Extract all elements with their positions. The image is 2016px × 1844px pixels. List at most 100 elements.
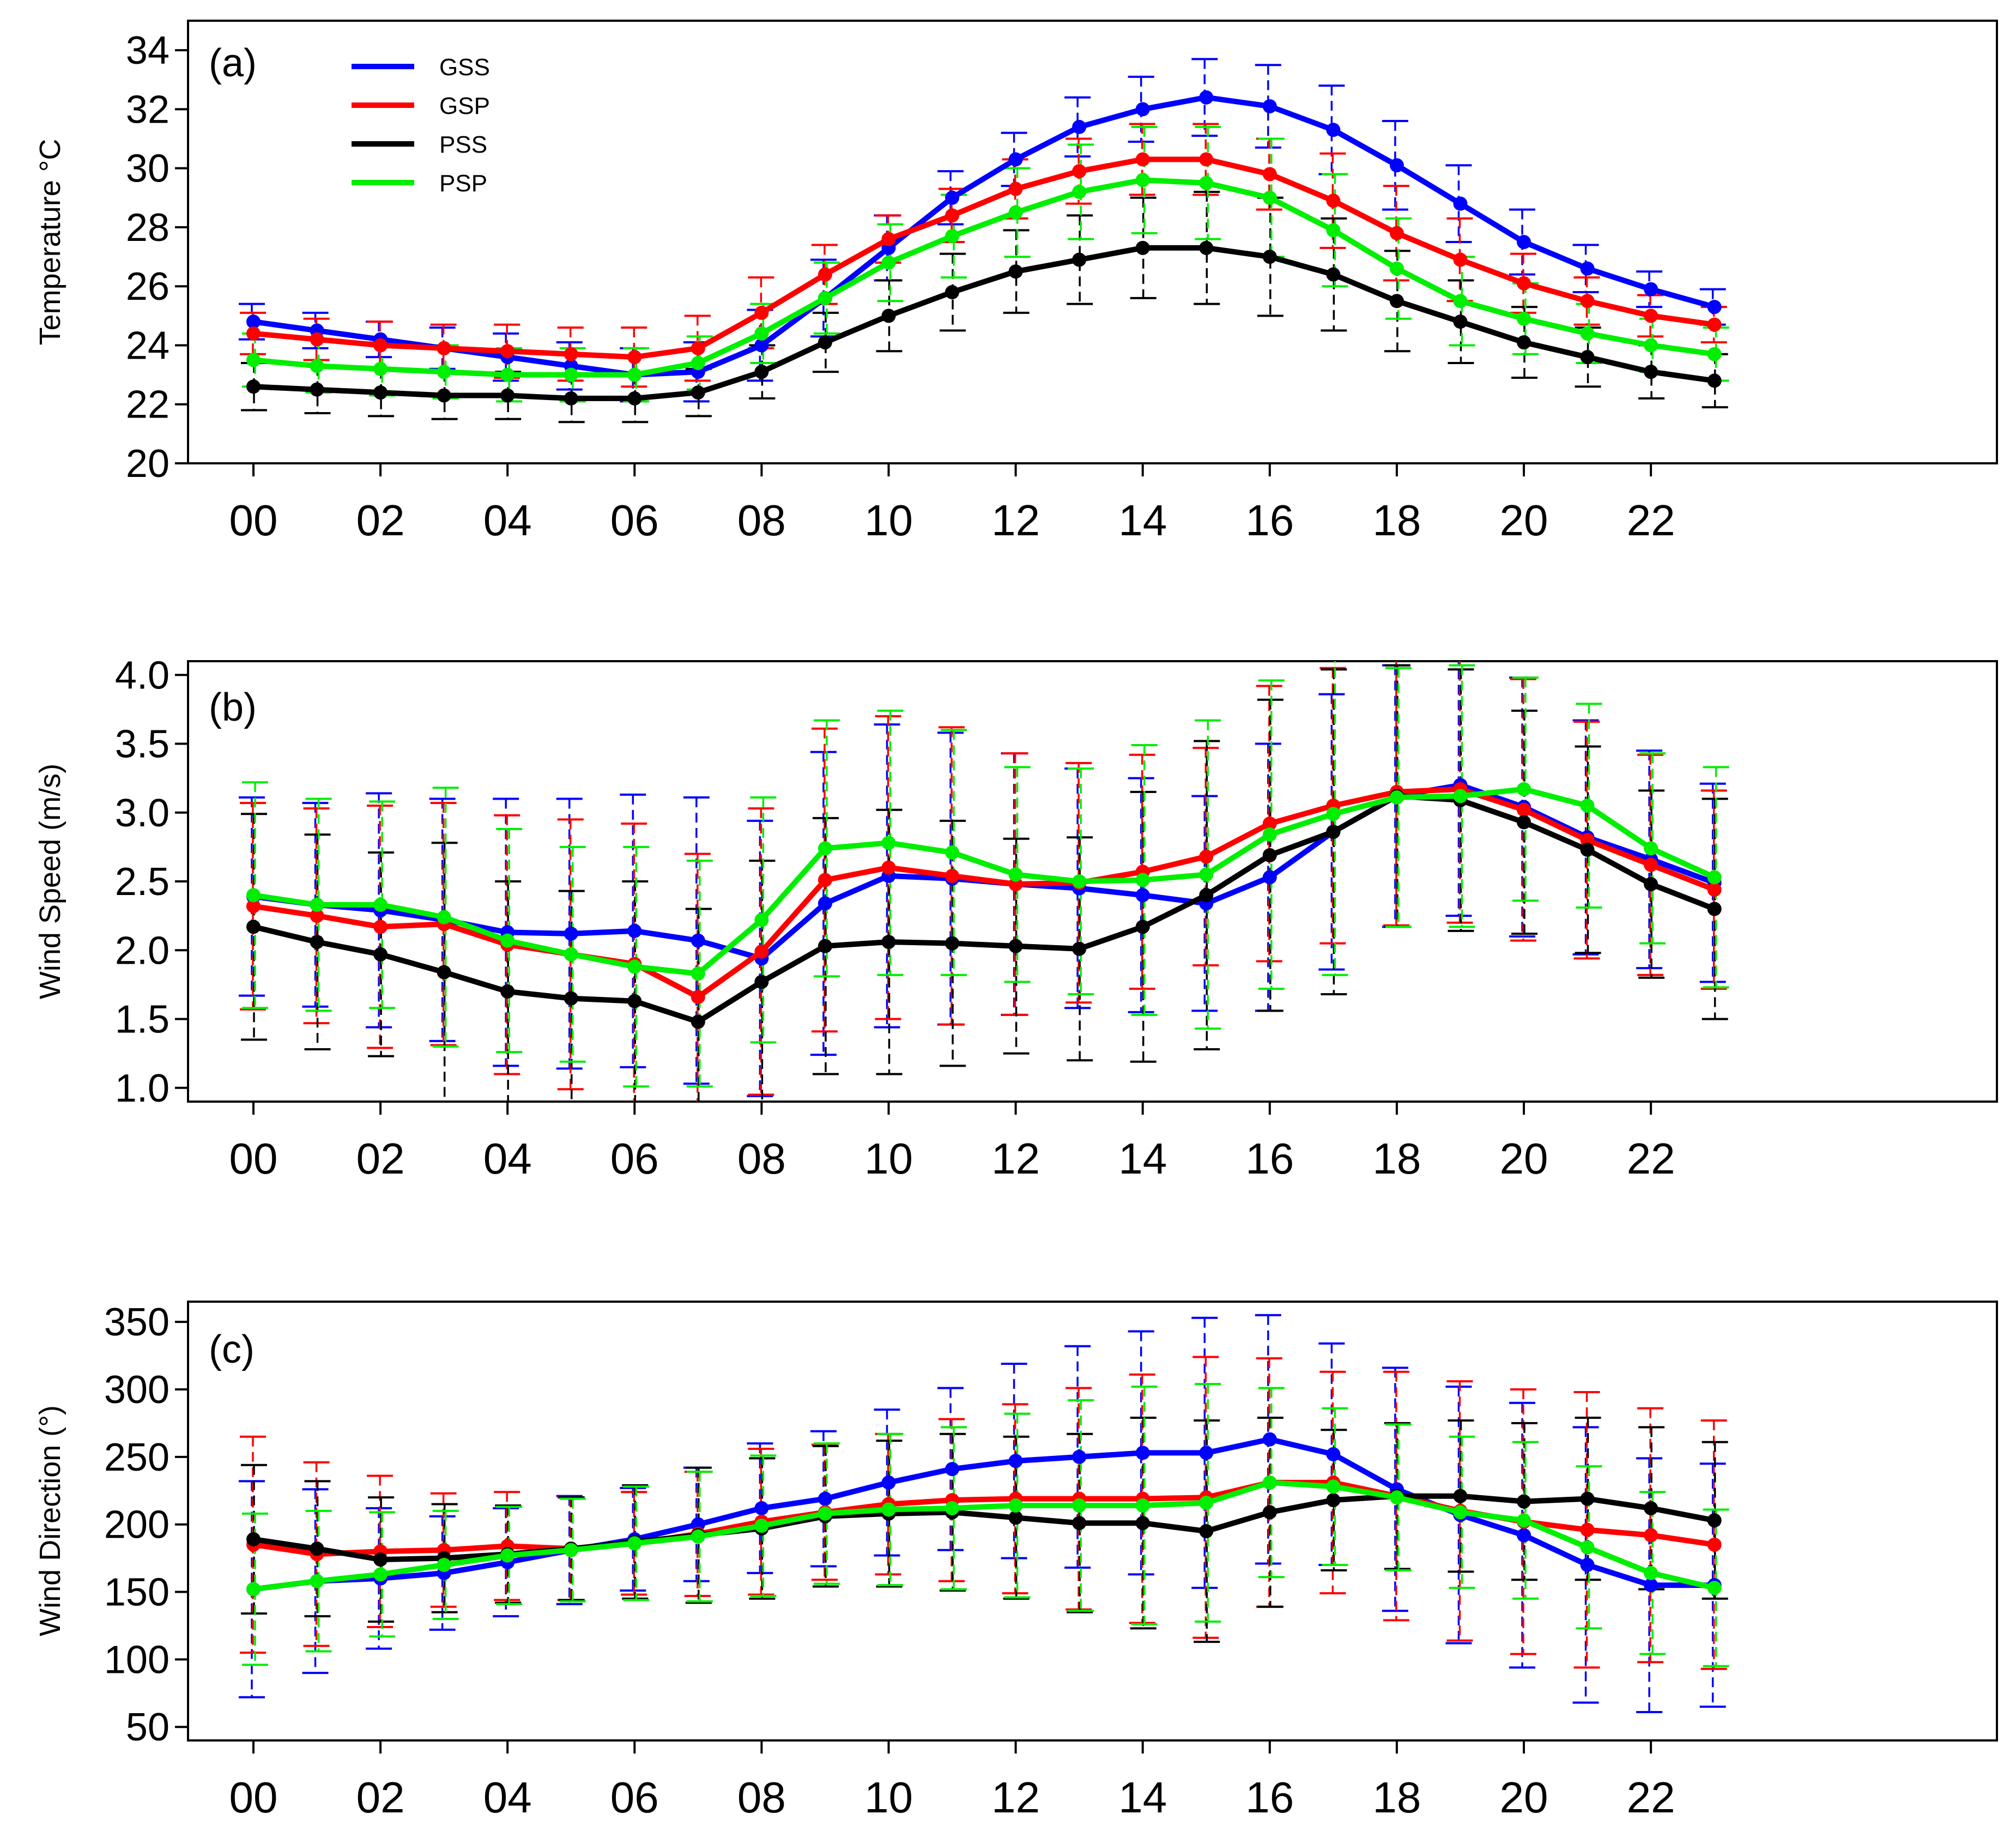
x-tick-label: 18 bbox=[1372, 1134, 1421, 1183]
x-tick-label: 00 bbox=[229, 496, 278, 545]
data-point bbox=[1517, 311, 1531, 326]
data-point bbox=[1453, 1505, 1468, 1520]
data-point bbox=[373, 897, 388, 912]
data-point bbox=[310, 382, 324, 397]
data-point bbox=[1135, 920, 1150, 934]
data-point bbox=[1580, 1558, 1595, 1572]
data-point bbox=[691, 341, 705, 355]
data-point bbox=[310, 897, 324, 912]
x-tick-label: 02 bbox=[356, 1773, 405, 1822]
x-tick-label: 18 bbox=[1372, 1773, 1421, 1822]
plot-frame bbox=[187, 20, 1998, 464]
series-marks bbox=[239, 661, 1729, 1102]
data-point bbox=[564, 347, 578, 361]
data-point bbox=[1644, 841, 1658, 856]
series-line-gss bbox=[253, 94, 1716, 378]
data-point bbox=[1199, 1524, 1214, 1539]
data-point bbox=[1326, 223, 1341, 238]
plot-frame bbox=[187, 1301, 1998, 1742]
x-tick-label: 16 bbox=[1245, 1134, 1294, 1183]
data-point bbox=[1072, 252, 1087, 267]
data-point bbox=[564, 367, 578, 382]
data-point bbox=[1707, 373, 1722, 388]
series-line-pss bbox=[253, 245, 1715, 401]
data-point bbox=[1389, 261, 1404, 276]
data-point bbox=[1135, 240, 1150, 255]
data-point bbox=[564, 1543, 578, 1557]
data-point bbox=[627, 994, 642, 1008]
data-point bbox=[500, 933, 515, 948]
data-point bbox=[1072, 184, 1087, 199]
data-point bbox=[1072, 1449, 1087, 1464]
data-point bbox=[1580, 1522, 1595, 1537]
x-tick-label: 16 bbox=[1245, 1773, 1294, 1822]
y-tick-label: 250 bbox=[104, 1436, 169, 1479]
data-point bbox=[754, 1501, 769, 1515]
data-point bbox=[1453, 315, 1468, 329]
data-point bbox=[500, 388, 515, 403]
x-tick-label: 14 bbox=[1118, 496, 1167, 545]
data-point bbox=[1580, 799, 1595, 813]
data-point bbox=[310, 1574, 324, 1588]
y-tick-label: 1.5 bbox=[115, 998, 169, 1042]
data-point bbox=[1326, 1479, 1341, 1494]
data-point bbox=[945, 1462, 960, 1477]
data-point bbox=[1326, 1447, 1341, 1461]
data-point bbox=[1008, 182, 1023, 196]
data-point bbox=[373, 1552, 388, 1567]
data-point bbox=[1580, 326, 1595, 341]
data-point bbox=[1008, 1454, 1023, 1468]
data-point bbox=[1326, 123, 1341, 137]
data-point bbox=[1072, 119, 1087, 134]
series-points-gss bbox=[246, 90, 1722, 382]
y-tick-label: 32 bbox=[126, 88, 169, 131]
data-point bbox=[500, 984, 515, 999]
data-point bbox=[1262, 1475, 1277, 1490]
data-point bbox=[1580, 842, 1595, 857]
panel-label: (b) bbox=[209, 686, 257, 729]
data-point bbox=[1644, 309, 1658, 323]
series-line-pss bbox=[252, 793, 1716, 1025]
data-point bbox=[310, 909, 324, 923]
data-point bbox=[1199, 867, 1214, 882]
data-point bbox=[627, 959, 642, 974]
x-tick-label: 00 bbox=[229, 1773, 278, 1822]
data-point bbox=[1389, 1490, 1404, 1505]
data-point bbox=[1135, 173, 1150, 188]
data-point bbox=[1389, 790, 1404, 805]
data-point bbox=[691, 966, 705, 981]
data-point bbox=[945, 845, 960, 860]
y-tick-label: 350 bbox=[104, 1301, 169, 1344]
x-tick-label: 14 bbox=[1118, 1773, 1167, 1822]
x-tick-label: 20 bbox=[1500, 496, 1548, 545]
data-point bbox=[691, 385, 705, 400]
data-point bbox=[881, 255, 896, 270]
y-tick-label: 30 bbox=[126, 147, 169, 191]
data-point bbox=[754, 305, 769, 320]
data-point bbox=[945, 936, 960, 951]
y-tick-label: 300 bbox=[104, 1368, 169, 1412]
data-point bbox=[881, 232, 896, 246]
data-point bbox=[1326, 807, 1341, 821]
data-point bbox=[564, 991, 578, 1006]
data-point bbox=[1199, 1446, 1214, 1460]
data-point bbox=[754, 944, 769, 959]
data-point bbox=[1262, 190, 1277, 205]
data-point bbox=[1262, 1505, 1277, 1520]
series-marks bbox=[239, 58, 1729, 424]
data-point bbox=[1517, 335, 1531, 350]
data-point bbox=[1008, 205, 1023, 220]
x-tick-label: 08 bbox=[737, 1773, 786, 1822]
data-point bbox=[437, 1558, 451, 1572]
data-point bbox=[1008, 1498, 1023, 1513]
data-point bbox=[437, 965, 451, 980]
data-point bbox=[818, 1506, 832, 1521]
data-point bbox=[945, 868, 960, 883]
axis-ticks: 50 100 150 200 250 300 350 00 02 04 06 08 10 12 14 16 18… bbox=[104, 1301, 1675, 1822]
legend-label-gss: GSS bbox=[439, 54, 490, 81]
x-tick-label: 06 bbox=[610, 1134, 659, 1183]
x-tick-label: 22 bbox=[1627, 1773, 1675, 1822]
data-point bbox=[1580, 1491, 1595, 1506]
data-point bbox=[881, 860, 896, 875]
data-point bbox=[310, 359, 324, 373]
